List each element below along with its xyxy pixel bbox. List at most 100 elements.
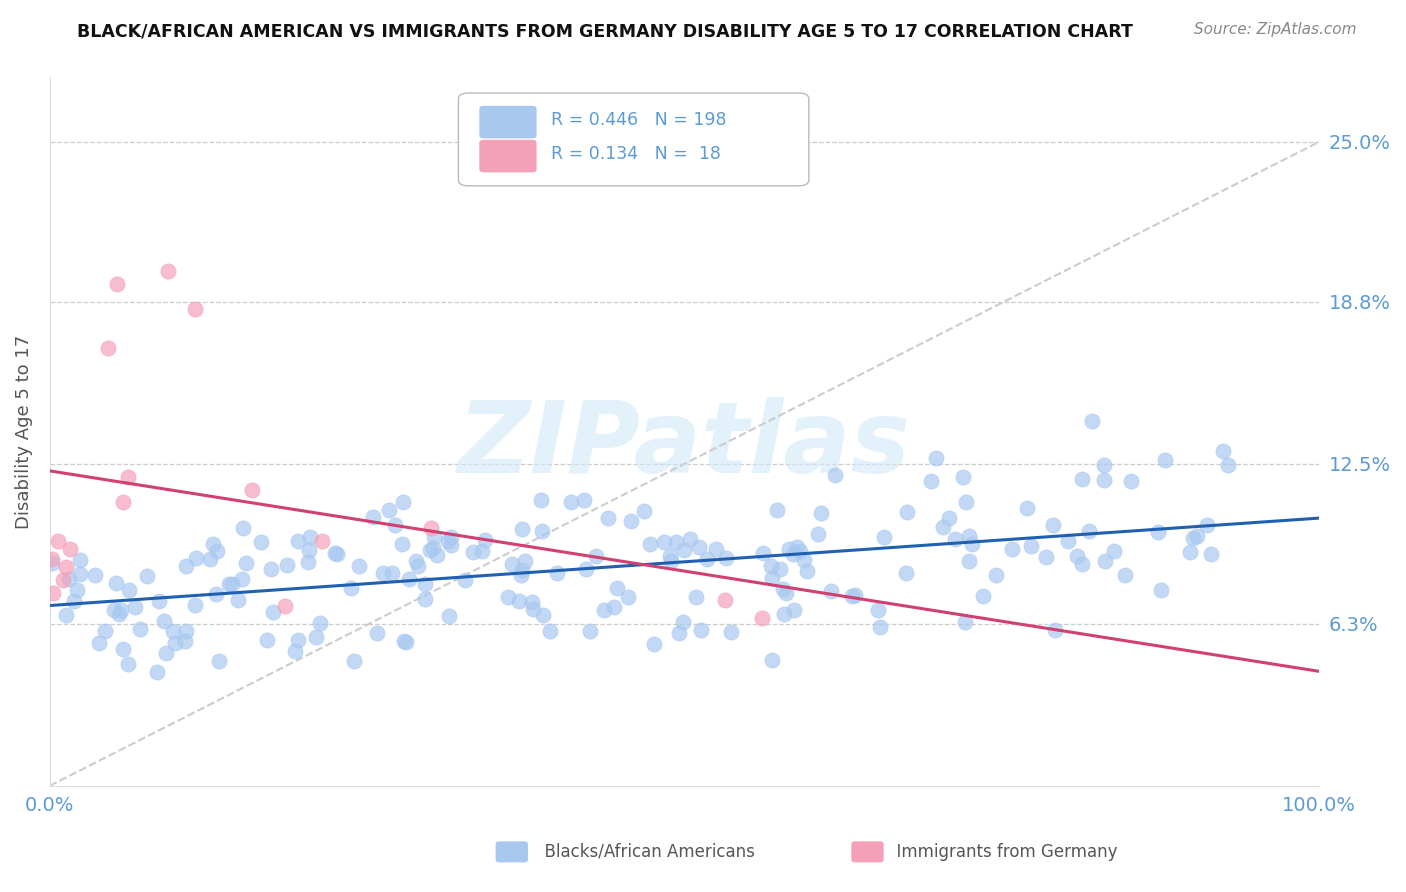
Point	[510, 563, 533, 577]
FancyBboxPatch shape	[852, 842, 883, 862]
Point	[155, 646, 177, 660]
Point	[1150, 582, 1173, 597]
Point	[94, 624, 117, 638]
Point	[156, 263, 179, 277]
Point	[474, 533, 496, 547]
Point	[1000, 542, 1022, 557]
Point	[696, 551, 718, 566]
Point	[538, 624, 561, 638]
Point	[508, 594, 530, 608]
Point	[87, 636, 110, 650]
Point	[361, 509, 384, 524]
Point	[105, 277, 128, 291]
Point	[371, 566, 394, 580]
Point	[546, 566, 568, 581]
Point	[1114, 568, 1136, 582]
Point	[284, 644, 307, 658]
Point	[287, 534, 309, 549]
Point	[111, 495, 134, 509]
Point	[276, 558, 298, 573]
Point	[761, 571, 783, 585]
Point	[207, 654, 229, 668]
Point	[226, 593, 249, 607]
Point	[510, 568, 533, 582]
Point	[714, 593, 737, 607]
Point	[640, 537, 662, 551]
Point	[405, 554, 427, 568]
Point	[378, 503, 401, 517]
Point	[124, 599, 146, 614]
Point	[343, 654, 366, 668]
Point	[52, 573, 75, 587]
Point	[41, 585, 63, 599]
Point	[773, 607, 796, 621]
Point	[200, 551, 222, 566]
Point	[135, 569, 157, 583]
FancyBboxPatch shape	[479, 106, 536, 137]
Point	[943, 533, 966, 547]
Point	[844, 588, 866, 602]
Point	[714, 550, 737, 565]
Point	[789, 544, 811, 558]
Point	[340, 581, 363, 595]
Text: R = 0.446   N = 198: R = 0.446 N = 198	[551, 111, 727, 129]
Point	[104, 576, 127, 591]
Point	[305, 631, 328, 645]
Point	[184, 302, 207, 317]
Point	[502, 557, 524, 571]
Point	[415, 576, 437, 591]
Point	[232, 520, 254, 534]
Point	[1070, 557, 1092, 571]
Point	[235, 556, 257, 570]
FancyBboxPatch shape	[479, 140, 536, 171]
Point	[471, 544, 494, 558]
Point	[46, 534, 69, 549]
Text: BLACK/AFRICAN AMERICAN VS IMMIGRANTS FROM GERMANY DISABILITY AGE 5 TO 17 CORRELA: BLACK/AFRICAN AMERICAN VS IMMIGRANTS FRO…	[77, 22, 1133, 40]
Point	[960, 537, 983, 551]
Point	[148, 594, 170, 608]
Point	[205, 544, 228, 558]
Point	[66, 583, 89, 598]
Point	[174, 558, 197, 573]
Point	[437, 608, 460, 623]
Point	[793, 553, 815, 567]
Point	[896, 566, 918, 580]
Point	[782, 547, 804, 561]
Point	[585, 549, 607, 564]
Point	[454, 574, 477, 588]
Point	[326, 547, 349, 561]
Point	[299, 530, 322, 544]
Point	[41, 552, 63, 566]
Point	[221, 577, 243, 591]
Point	[108, 607, 131, 621]
Point	[274, 599, 297, 613]
Point	[1154, 453, 1177, 467]
Point	[97, 341, 120, 355]
Point	[810, 506, 832, 520]
FancyBboxPatch shape	[496, 842, 527, 862]
Point	[513, 554, 536, 568]
Text: R = 0.134   N =  18: R = 0.134 N = 18	[551, 145, 721, 163]
Point	[938, 511, 960, 525]
Point	[218, 577, 240, 591]
Point	[596, 511, 619, 525]
Point	[772, 582, 794, 596]
Text: Source: ZipAtlas.com: Source: ZipAtlas.com	[1194, 22, 1357, 37]
Point	[202, 537, 225, 551]
Point	[957, 529, 980, 543]
Point	[665, 534, 688, 549]
Point	[786, 540, 808, 554]
Point	[118, 582, 141, 597]
Point	[498, 590, 520, 604]
Point	[69, 566, 91, 581]
Point	[824, 467, 846, 482]
Point	[1146, 525, 1168, 540]
Point	[820, 583, 842, 598]
Point	[391, 495, 413, 509]
Point	[204, 587, 226, 601]
Point	[796, 564, 818, 578]
Point	[531, 524, 554, 538]
Point	[672, 615, 695, 629]
Point	[1212, 444, 1234, 458]
Point	[766, 502, 789, 516]
